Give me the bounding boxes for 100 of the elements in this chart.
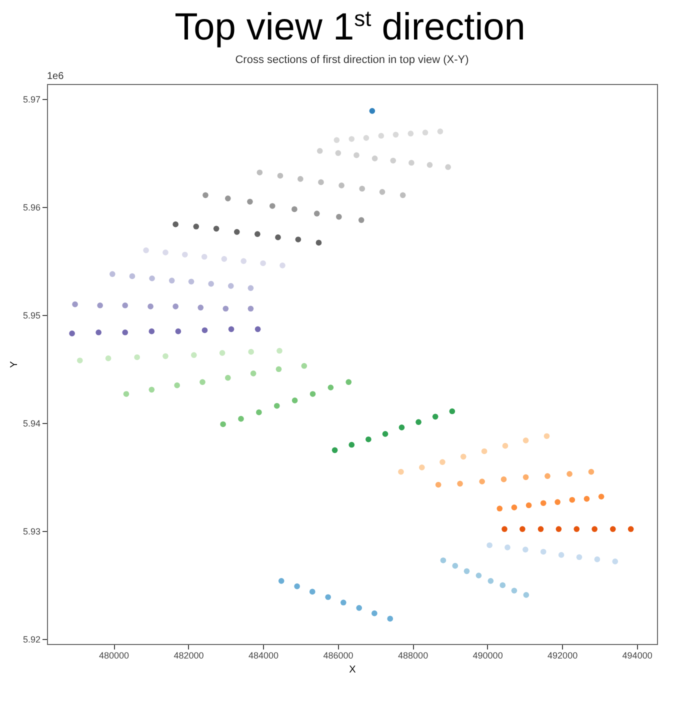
point (269, 202, 276, 209)
point (208, 280, 214, 286)
point (348, 136, 355, 142)
point (122, 302, 128, 308)
point (222, 305, 229, 312)
point (148, 386, 155, 392)
point (511, 587, 518, 594)
point (522, 474, 529, 480)
point (332, 446, 338, 453)
x-axis-title: X (349, 664, 356, 676)
point (316, 148, 323, 154)
point (250, 370, 256, 376)
point (172, 303, 178, 310)
point (149, 275, 155, 281)
point (254, 230, 260, 237)
point (334, 136, 340, 143)
y-axis-title: Y (8, 360, 20, 368)
point (569, 496, 576, 502)
point (346, 378, 352, 385)
point (356, 604, 362, 610)
point (201, 254, 208, 260)
point (69, 330, 75, 336)
point (143, 247, 149, 253)
point (432, 413, 438, 420)
point (275, 234, 281, 240)
point (202, 326, 208, 333)
point (481, 448, 488, 454)
y-tick-label: 5.95 (22, 310, 40, 320)
point (224, 195, 231, 201)
point (96, 329, 102, 335)
point (190, 352, 197, 358)
point (612, 558, 618, 564)
point (392, 131, 399, 138)
point (224, 374, 231, 380)
point (449, 408, 456, 414)
point (254, 326, 261, 332)
chart-title: Top view 1$^{st}$ direction (174, 6, 526, 50)
point (260, 260, 266, 266)
y-tick-label: 5.92 (22, 634, 40, 644)
point (556, 526, 562, 532)
point (379, 188, 386, 195)
point (574, 526, 580, 532)
point (372, 155, 378, 162)
point (193, 223, 200, 230)
point (354, 152, 360, 158)
point (240, 258, 247, 264)
point (457, 480, 463, 486)
point (502, 442, 508, 448)
point (318, 178, 324, 185)
x-tick-label: 492000 (548, 650, 578, 660)
point (292, 397, 298, 404)
point (228, 282, 234, 289)
point (554, 498, 560, 505)
point (511, 504, 518, 510)
point (325, 594, 331, 600)
point (378, 132, 384, 138)
point (500, 582, 506, 588)
point (247, 198, 253, 204)
point (584, 496, 590, 502)
point (221, 256, 228, 262)
point (202, 192, 208, 198)
point (316, 239, 322, 246)
point (198, 304, 204, 310)
point (416, 418, 422, 425)
point (522, 437, 529, 444)
point (426, 162, 433, 168)
point (369, 108, 376, 114)
point (134, 354, 140, 360)
point (172, 221, 178, 227)
point (435, 481, 442, 488)
point (274, 402, 280, 408)
x-tick-label: 480000 (99, 650, 130, 660)
point (387, 615, 394, 622)
point (400, 192, 406, 198)
point (398, 468, 404, 474)
point (522, 546, 528, 552)
point (276, 348, 282, 354)
point (162, 249, 168, 256)
point (408, 160, 414, 166)
point (372, 610, 378, 616)
point (213, 225, 220, 232)
point (558, 552, 564, 558)
point (500, 476, 507, 482)
point (310, 390, 316, 397)
point (440, 458, 446, 465)
point (464, 568, 470, 574)
point (248, 284, 254, 291)
point (238, 416, 244, 422)
point (348, 442, 355, 448)
point (328, 384, 334, 390)
point (502, 526, 508, 532)
point (476, 572, 482, 578)
y-tick-label: 5.94 (22, 418, 40, 428)
point (544, 432, 550, 439)
point (295, 236, 302, 242)
point (219, 350, 226, 356)
point (162, 352, 168, 359)
point (520, 526, 526, 532)
point (566, 470, 572, 476)
point (294, 583, 300, 589)
